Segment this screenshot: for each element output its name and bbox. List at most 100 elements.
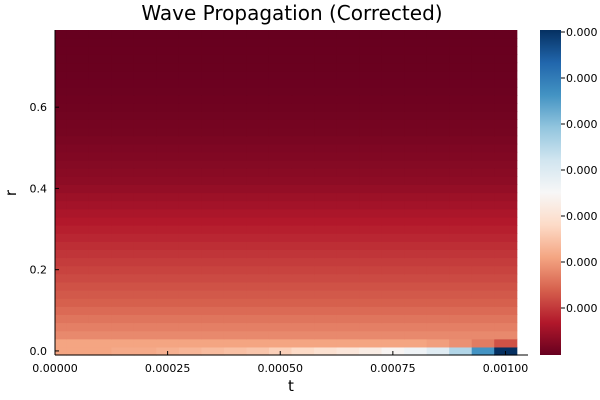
heatmap-cell bbox=[133, 46, 157, 55]
heatmap-cell bbox=[359, 86, 383, 96]
heatmap-cell bbox=[55, 338, 67, 348]
heatmap-cell bbox=[246, 62, 270, 72]
heatmap-cell bbox=[178, 62, 202, 72]
heatmap-cell bbox=[494, 314, 518, 324]
heatmap-cell bbox=[404, 257, 428, 267]
heatmap-cell bbox=[201, 265, 225, 275]
heatmap-cell bbox=[404, 160, 428, 169]
heatmap-cell bbox=[404, 135, 428, 145]
heatmap-cell bbox=[223, 135, 248, 145]
heatmap-cell bbox=[291, 111, 315, 120]
heatmap-cell bbox=[381, 95, 405, 104]
heatmap-cell bbox=[314, 241, 338, 250]
heatmap-cell bbox=[314, 216, 338, 226]
heatmap-cell bbox=[471, 38, 495, 47]
heatmap-cell bbox=[404, 95, 428, 104]
heatmap-cell bbox=[88, 338, 112, 348]
heatmap-cell bbox=[66, 160, 90, 169]
heatmap-cell bbox=[133, 330, 157, 340]
heatmap-cell bbox=[66, 200, 90, 210]
heatmap-cell bbox=[111, 330, 135, 340]
heatmap-cell bbox=[66, 338, 90, 348]
heatmap-cell bbox=[381, 160, 405, 169]
heatmap-cell bbox=[88, 30, 112, 39]
heatmap-cell bbox=[426, 127, 450, 137]
heatmap-cell bbox=[336, 233, 360, 242]
heatmap-cell bbox=[223, 78, 248, 88]
heatmap-cell bbox=[314, 338, 338, 348]
heatmap-cell bbox=[336, 338, 360, 348]
heatmap-cell bbox=[246, 314, 270, 324]
heatmap-cell bbox=[449, 46, 473, 55]
heatmap-cell bbox=[471, 249, 495, 259]
heatmap-cell bbox=[494, 322, 518, 332]
heatmap-cell bbox=[449, 322, 473, 332]
heatmap-cell bbox=[178, 257, 202, 267]
heatmap-cell bbox=[291, 176, 315, 185]
heatmap-cell bbox=[246, 208, 270, 218]
heatmap-cell bbox=[449, 192, 473, 202]
heatmap-cell bbox=[111, 273, 135, 283]
heatmap-cell bbox=[223, 95, 248, 104]
heatmap-cell bbox=[66, 233, 90, 242]
heatmap-cell bbox=[88, 103, 112, 112]
heatmap-cell bbox=[314, 119, 338, 129]
heatmap-cell bbox=[291, 200, 315, 210]
heatmap-cell bbox=[55, 208, 67, 218]
heatmap-cell bbox=[133, 338, 157, 348]
heatmap-cell bbox=[111, 46, 135, 55]
heatmap-cell bbox=[381, 306, 405, 315]
heatmap-cell bbox=[426, 103, 450, 112]
colorbar-tick-label: 0.000 bbox=[566, 302, 598, 315]
x-tick-label: 0.00100 bbox=[483, 362, 529, 375]
heatmap-cell bbox=[426, 298, 450, 307]
heatmap-cell bbox=[336, 160, 360, 169]
heatmap-cell bbox=[314, 281, 338, 291]
heatmap-cell bbox=[66, 241, 90, 250]
heatmap-cell bbox=[449, 200, 473, 210]
heatmap-cell bbox=[336, 127, 360, 137]
heatmap-cell bbox=[133, 176, 157, 185]
heatmap-cell bbox=[223, 298, 248, 307]
heatmap-cell bbox=[246, 127, 270, 137]
heatmap-cell bbox=[156, 143, 180, 153]
heatmap-cell bbox=[223, 54, 248, 64]
heatmap-cell bbox=[471, 241, 495, 250]
colorbar: 0.000 0.000 0.000 0.000 0.000 0.000 0.000 bbox=[540, 26, 598, 355]
y-tick-label: 0.6 bbox=[30, 101, 48, 114]
heatmap-cell bbox=[268, 265, 293, 275]
heatmap-cell bbox=[449, 265, 473, 275]
heatmap-cell bbox=[314, 151, 338, 161]
heatmap-cell bbox=[449, 62, 473, 72]
heatmap-cell bbox=[66, 38, 90, 47]
heatmap-cell bbox=[471, 192, 495, 202]
heatmap-cell bbox=[336, 249, 360, 259]
heatmap-cell bbox=[246, 160, 270, 169]
heatmap-cell bbox=[66, 208, 90, 218]
heatmap-cell bbox=[201, 54, 225, 64]
heatmap-cell bbox=[111, 322, 135, 332]
heatmap-cell bbox=[223, 103, 248, 112]
heatmap-cell bbox=[246, 330, 270, 340]
heatmap-cell bbox=[336, 119, 360, 129]
heatmap-cell bbox=[88, 249, 112, 259]
heatmap-cell bbox=[494, 143, 518, 153]
heatmap-cell bbox=[404, 111, 428, 120]
heatmap-cell bbox=[55, 346, 67, 356]
heatmap-cell bbox=[178, 346, 202, 356]
heatmap-cell bbox=[314, 62, 338, 72]
heatmap-cell bbox=[336, 290, 360, 299]
heatmap-cell bbox=[471, 160, 495, 169]
heatmap-cell bbox=[246, 281, 270, 291]
heatmap-cell bbox=[471, 200, 495, 210]
heatmap-cell bbox=[314, 208, 338, 218]
heatmap-cell bbox=[55, 257, 67, 267]
heatmap-cell bbox=[381, 119, 405, 129]
heatmap-cell bbox=[223, 168, 248, 177]
heatmap-cell bbox=[111, 338, 135, 348]
heatmap-cell bbox=[494, 298, 518, 307]
heatmap-cell bbox=[55, 281, 67, 291]
heatmap-cell bbox=[201, 314, 225, 324]
heatmap-cell bbox=[66, 151, 90, 161]
heatmap-cell bbox=[111, 38, 135, 47]
